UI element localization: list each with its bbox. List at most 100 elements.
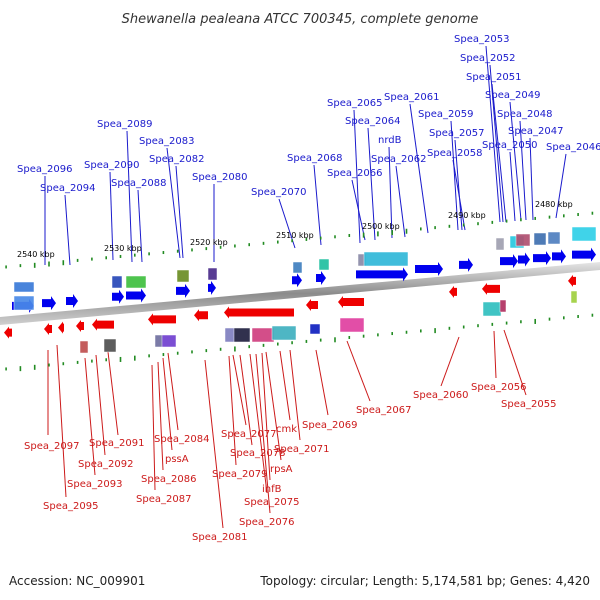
forward-gene-arrow <box>552 249 566 264</box>
tick-mark <box>191 350 193 354</box>
forward-gene-arrow <box>66 293 78 308</box>
leader-line <box>175 165 184 259</box>
gene-label-spea-2059[interactable]: Spea_2059 <box>418 109 473 120</box>
gene-label-spea-2053[interactable]: Spea_2053 <box>454 34 509 45</box>
gene-label-spea-2058[interactable]: Spea_2058 <box>427 148 482 159</box>
gene-label-spea-2055[interactable]: Spea_2055 <box>501 399 556 410</box>
gene-label-pssa[interactable]: pssA <box>165 454 189 465</box>
gene-feature-box <box>292 261 303 274</box>
tick-mark <box>148 354 150 358</box>
reverse-gene-arrow <box>76 320 84 333</box>
gene-label-nrdb[interactable]: nrdB <box>378 135 402 146</box>
gene-label-spea-2047[interactable]: Spea_2047 <box>508 126 563 137</box>
forward-gene-arrow <box>42 296 56 311</box>
gene-label-spea-2095[interactable]: Spea_2095 <box>43 501 98 512</box>
reverse-gene-arrow <box>148 313 176 326</box>
forward-gene-arrow <box>316 271 326 286</box>
gene-label-spea-2046[interactable]: Spea_2046 <box>546 142 600 153</box>
gene-label-spea-2067[interactable]: Spea_2067 <box>356 405 411 416</box>
leader-line <box>64 194 71 266</box>
gene-label-spea-2094[interactable]: Spea_2094 <box>40 183 95 194</box>
gene-label-spea-2096[interactable]: Spea_2096 <box>17 164 72 175</box>
tick-mark <box>577 315 579 319</box>
gene-feature-box <box>176 269 190 283</box>
gene-label-spea-2086[interactable]: Spea_2086 <box>141 474 196 485</box>
gene-label-ihfb[interactable]: ihfB <box>262 484 282 495</box>
gene-label-spea-2061[interactable]: Spea_2061 <box>384 92 439 103</box>
tick-mark <box>548 317 551 321</box>
gene-label-spea-2051[interactable]: Spea_2051 <box>466 72 521 83</box>
gene-label-spea-2090[interactable]: Spea_2090 <box>84 160 139 171</box>
gene-label-spea-2068[interactable]: Spea_2068 <box>287 153 342 164</box>
gene-feature-box <box>547 231 561 245</box>
leader-line <box>493 330 497 379</box>
gene-label-spea-2065[interactable]: Spea_2065 <box>327 98 382 109</box>
leader-line <box>157 361 164 471</box>
leader-line <box>228 355 237 466</box>
gene-label-spea-2056[interactable]: Spea_2056 <box>471 382 526 393</box>
gene-label-spea-2066[interactable]: Spea_2066 <box>327 168 382 179</box>
tick-mark <box>277 240 279 244</box>
tick-mark <box>176 249 179 253</box>
scale-label-2490: 2490 kbp <box>448 211 486 220</box>
gene-label-spea-2093[interactable]: Spea_2093 <box>67 479 122 490</box>
gene-feature-box <box>570 290 578 304</box>
gene-label-spea-2088[interactable]: Spea_2088 <box>111 178 166 189</box>
gene-label-spea-2078[interactable]: Spea_2078 <box>230 448 285 459</box>
gene-label-spea-2089[interactable]: Spea_2089 <box>97 119 152 130</box>
gene-feature-box <box>161 334 177 348</box>
gene-label-spea-2060[interactable]: Spea_2060 <box>413 390 468 401</box>
genome-backbone <box>0 262 600 325</box>
tick-mark <box>448 224 451 228</box>
gene-label-spea-2080[interactable]: Spea_2080 <box>192 172 247 183</box>
forward-gene-arrow <box>459 257 473 272</box>
gene-label-spea-2081[interactable]: Spea_2081 <box>192 532 247 543</box>
tick-mark <box>205 349 208 353</box>
gene-label-spea-2083[interactable]: Spea_2083 <box>139 136 194 147</box>
tick-mark <box>162 353 165 357</box>
gene-label-spea-2048[interactable]: Spea_2048 <box>497 109 552 120</box>
forward-gene-arrow <box>533 251 551 266</box>
tick-mark <box>319 338 322 342</box>
gene-label-spea-2052[interactable]: Spea_2052 <box>460 53 515 64</box>
gene-label-spea-2069[interactable]: Spea_2069 <box>302 420 357 431</box>
gene-label-spea-2082[interactable]: Spea_2082 <box>149 154 204 165</box>
reverse-gene-arrow <box>4 326 12 339</box>
tick-mark <box>391 332 393 336</box>
gene-label-spea-2087[interactable]: Spea_2087 <box>136 494 191 505</box>
tick-mark <box>134 253 136 257</box>
leader-line <box>162 357 173 451</box>
leader-line <box>84 357 96 476</box>
tick-mark <box>277 342 279 346</box>
gene-label-spea-2091[interactable]: Spea_2091 <box>89 438 144 449</box>
reverse-gene-arrow <box>194 309 208 322</box>
gene-label-spea-2071[interactable]: Spea_2071 <box>274 444 329 455</box>
gene-label-spea-2050[interactable]: Spea_2050 <box>482 140 537 151</box>
forward-gene-arrow <box>112 289 124 304</box>
gene-label-spea-2084[interactable]: Spea_2084 <box>154 434 209 445</box>
leader-line <box>440 336 460 387</box>
leader-line <box>452 159 466 231</box>
gene-label-spea-2049[interactable]: Spea_2049 <box>485 90 540 101</box>
gene-label-spea-2070[interactable]: Spea_2070 <box>251 187 306 198</box>
gene-label-spea-2077[interactable]: Spea_2077 <box>221 429 276 440</box>
leader-line <box>255 353 271 514</box>
gene-label-cmk[interactable]: cmk <box>276 424 297 435</box>
scale-label-2510: 2510 kbp <box>276 231 314 240</box>
gene-label-spea-2097[interactable]: Spea_2097 <box>24 441 79 452</box>
gene-label-spea-2076[interactable]: Spea_2076 <box>239 517 294 528</box>
gene-label-spea-2075[interactable]: Spea_2075 <box>244 497 299 508</box>
gene-label-spea-2092[interactable]: Spea_2092 <box>78 459 133 470</box>
forward-gene-arrow <box>500 254 518 269</box>
gene-label-spea-2064[interactable]: Spea_2064 <box>345 116 400 127</box>
label-leader-lines <box>44 45 567 529</box>
tick-mark <box>134 355 136 361</box>
gene-label-spea-2057[interactable]: Spea_2057 <box>429 128 484 139</box>
leader-line <box>485 45 501 223</box>
scale-label-2540: 2540 kbp <box>17 250 55 259</box>
reverse-gene-arrow <box>338 296 364 309</box>
gene-label-spea-2062[interactable]: Spea_2062 <box>371 154 426 165</box>
gene-label-rpsa[interactable]: rpsA <box>270 464 293 475</box>
gene-label-spea-2079[interactable]: Spea_2079 <box>212 469 267 480</box>
